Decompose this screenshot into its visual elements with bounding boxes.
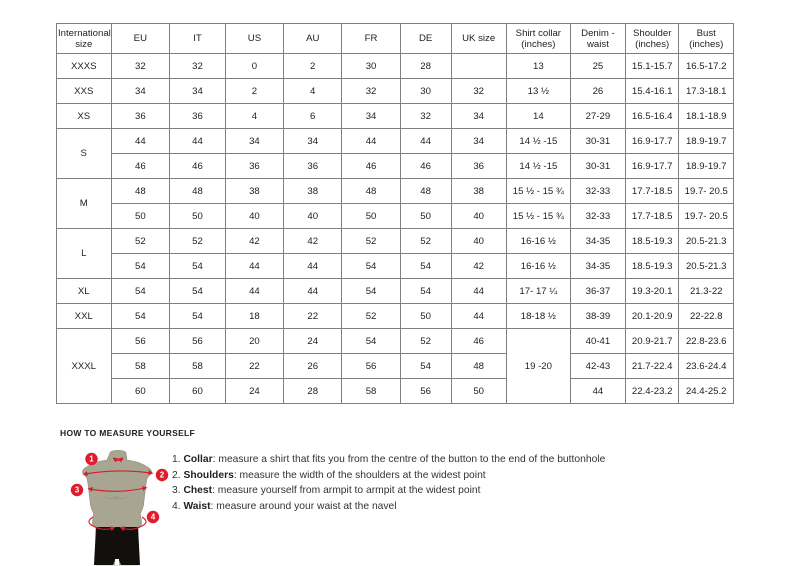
svg-text:3: 3 — [75, 486, 80, 495]
svg-text:2: 2 — [160, 471, 165, 480]
svg-text:4: 4 — [151, 513, 156, 522]
svg-text:1: 1 — [89, 455, 94, 464]
